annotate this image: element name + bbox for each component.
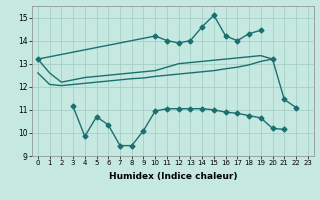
X-axis label: Humidex (Indice chaleur): Humidex (Indice chaleur) xyxy=(108,172,237,181)
